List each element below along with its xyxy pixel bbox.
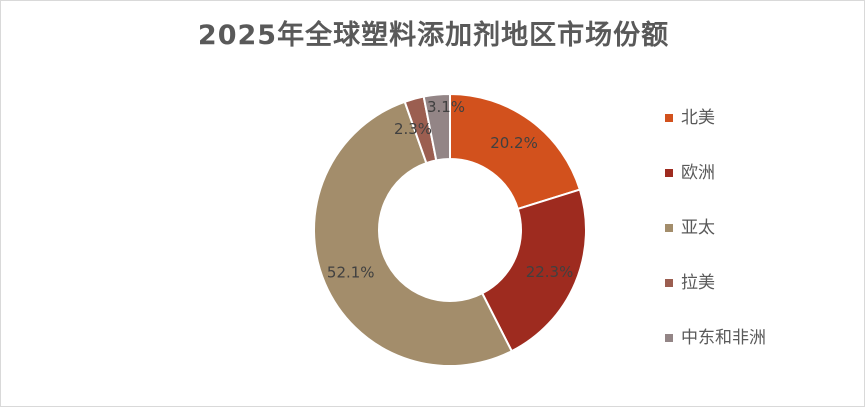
data-label-2: 22.3% <box>526 263 574 281</box>
data-label-1: 20.2% <box>490 134 538 152</box>
legend-label: 亚太 <box>681 218 715 238</box>
legend-swatch <box>665 224 673 232</box>
donut-slice-3 <box>313 100 514 367</box>
legend-item-5: 中东和非洲 <box>665 324 766 352</box>
legend-item-4: 拉美 <box>665 269 715 297</box>
legend-item-3: 亚太 <box>665 214 715 242</box>
donut-slice-1 <box>449 92 582 211</box>
legend-label: 欧洲 <box>681 163 715 183</box>
legend-swatch <box>665 169 673 177</box>
legend-swatch <box>665 279 673 287</box>
legend-label: 拉美 <box>681 273 715 293</box>
legend-swatch <box>665 114 673 122</box>
legend-item-1: 北美 <box>665 104 715 132</box>
data-label-5: 3.1% <box>427 98 465 116</box>
legend-label: 北美 <box>681 108 715 128</box>
donut-slice-2 <box>480 188 587 353</box>
legend-item-2: 欧洲 <box>665 159 715 187</box>
legend-label: 中东和非洲 <box>681 328 766 348</box>
data-label-3: 52.1% <box>327 264 375 282</box>
donut-slice-5 <box>422 92 451 162</box>
legend-swatch <box>665 334 673 342</box>
data-label-4: 2.3% <box>394 120 432 138</box>
chart-title: 2025年全球塑料添加剂地区市场份额 <box>197 20 670 51</box>
